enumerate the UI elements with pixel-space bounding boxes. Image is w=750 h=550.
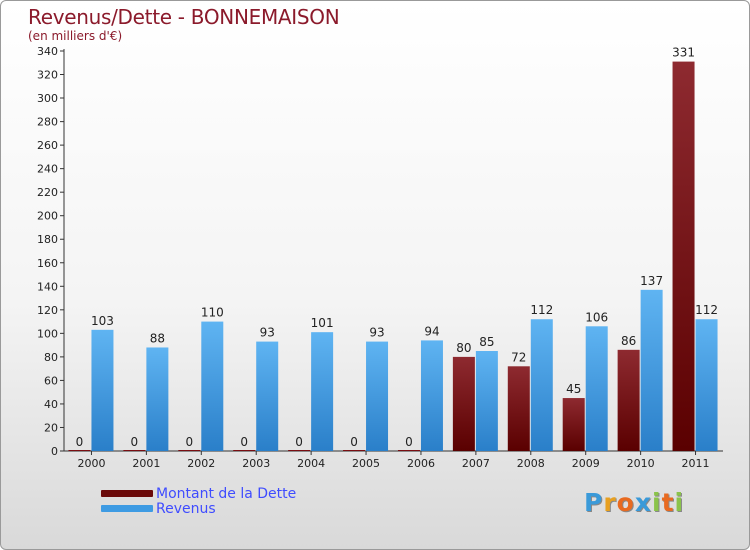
- bar-revenus: [476, 351, 498, 451]
- data-label: 88: [150, 331, 165, 345]
- x-tick-label: 2005: [352, 457, 380, 470]
- bar-chart: 0 20 40 60 80 100 120 140 160 180 200 220 240 260 280 3…: [1, 1, 750, 550]
- bar-revenus: [641, 290, 663, 451]
- bar-dette: [123, 450, 145, 451]
- y-tick-label: 260: [37, 139, 58, 152]
- x-tick-label: 2008: [517, 457, 545, 470]
- x-tick-label: 2003: [242, 457, 270, 470]
- y-tick-label: 240: [37, 163, 58, 176]
- bar-dette: [398, 450, 420, 451]
- bar-revenus: [586, 326, 608, 451]
- y-tick-label: 20: [44, 421, 58, 434]
- bar-dette: [453, 357, 475, 451]
- logo-letter: t: [662, 488, 675, 517]
- y-tick-label: 280: [37, 116, 58, 129]
- logo-letter: P: [584, 488, 603, 517]
- y-tick-label: 340: [37, 45, 58, 58]
- bar-dette: [233, 450, 255, 451]
- y-tick-label: 120: [37, 304, 58, 317]
- y-tick-label: 300: [37, 92, 58, 105]
- bar-dette: [563, 398, 585, 451]
- bar-dette: [508, 366, 530, 451]
- data-label: 103: [91, 314, 114, 328]
- data-label: 93: [369, 326, 384, 340]
- legend-label-dette: Montant de la Dette: [156, 486, 296, 502]
- bar-revenus: [91, 330, 113, 451]
- data-label: 110: [201, 306, 224, 320]
- bar-revenus: [421, 340, 443, 451]
- y-tick-label: 140: [37, 280, 58, 293]
- data-label: 101: [311, 316, 334, 330]
- logo-letter: i: [652, 488, 662, 517]
- bar-revenus: [531, 319, 553, 451]
- x-tick-label: 2001: [132, 457, 160, 470]
- legend-item-dette: Montant de la Dette: [101, 486, 296, 501]
- x-tick-label: 2000: [77, 457, 105, 470]
- data-label: 86: [621, 334, 636, 348]
- data-label: 45: [566, 382, 581, 396]
- y-tick-label: 100: [37, 327, 58, 340]
- bar-revenus: [201, 322, 223, 451]
- logo-letter: x: [635, 488, 652, 517]
- bar-revenus: [146, 347, 168, 451]
- data-label: 112: [530, 303, 553, 317]
- bar-revenus: [696, 319, 718, 451]
- y-tick-label: 200: [37, 210, 58, 223]
- data-label: 0: [295, 435, 303, 449]
- legend-item-revenus: Revenus: [101, 501, 296, 516]
- y-tick-label: 0: [51, 445, 58, 458]
- data-label: 0: [350, 435, 358, 449]
- y-tick-label: 60: [44, 374, 58, 387]
- x-tick-label: 2006: [407, 457, 435, 470]
- data-label: 0: [76, 435, 84, 449]
- chart-frame: Revenus/Dette - BONNEMAISON (en milliers…: [0, 0, 750, 550]
- y-tick-label: 220: [37, 186, 58, 199]
- y-tick-label: 320: [37, 69, 58, 82]
- data-label: 0: [185, 435, 193, 449]
- data-label: 0: [240, 435, 248, 449]
- legend-swatch-dette: [101, 490, 153, 497]
- bar-dette: [68, 450, 90, 451]
- bar-dette: [178, 450, 200, 451]
- x-tick-label: 2010: [627, 457, 655, 470]
- bar-revenus: [366, 342, 388, 451]
- logo-letter: i: [675, 488, 685, 517]
- data-label: 0: [131, 435, 139, 449]
- logo-letter: r: [603, 488, 616, 517]
- bar-revenus: [311, 332, 333, 451]
- data-label: 137: [640, 274, 663, 288]
- bar-revenus: [256, 342, 278, 451]
- x-tick-label: 2009: [572, 457, 600, 470]
- y-tick-label: 80: [44, 351, 58, 364]
- data-label: 94: [424, 324, 439, 338]
- x-tick-label: 2011: [682, 457, 710, 470]
- data-label: 72: [511, 350, 526, 364]
- x-tick-label: 2002: [187, 457, 215, 470]
- data-label: 112: [695, 303, 718, 317]
- data-label: 80: [456, 341, 471, 355]
- x-tick-label: 2004: [297, 457, 325, 470]
- bar-dette: [343, 450, 365, 451]
- data-label: 331: [672, 46, 695, 60]
- proxiti-logo: Proxiti: [584, 488, 684, 517]
- bar-dette: [288, 450, 310, 451]
- data-label: 106: [585, 310, 608, 324]
- y-tick-label: 160: [37, 257, 58, 270]
- x-tick-label: 2007: [462, 457, 490, 470]
- logo-letter: o: [617, 488, 635, 517]
- data-label: 85: [479, 335, 494, 349]
- bar-dette: [618, 350, 640, 451]
- legend-swatch-revenus: [101, 505, 153, 512]
- data-label: 93: [260, 326, 275, 340]
- data-label: 0: [405, 435, 413, 449]
- y-tick-label: 180: [37, 233, 58, 246]
- legend: Montant de la Dette Revenus: [101, 486, 296, 516]
- bar-dette: [673, 62, 695, 451]
- legend-label-revenus: Revenus: [156, 501, 216, 517]
- y-tick-label: 40: [44, 398, 58, 411]
